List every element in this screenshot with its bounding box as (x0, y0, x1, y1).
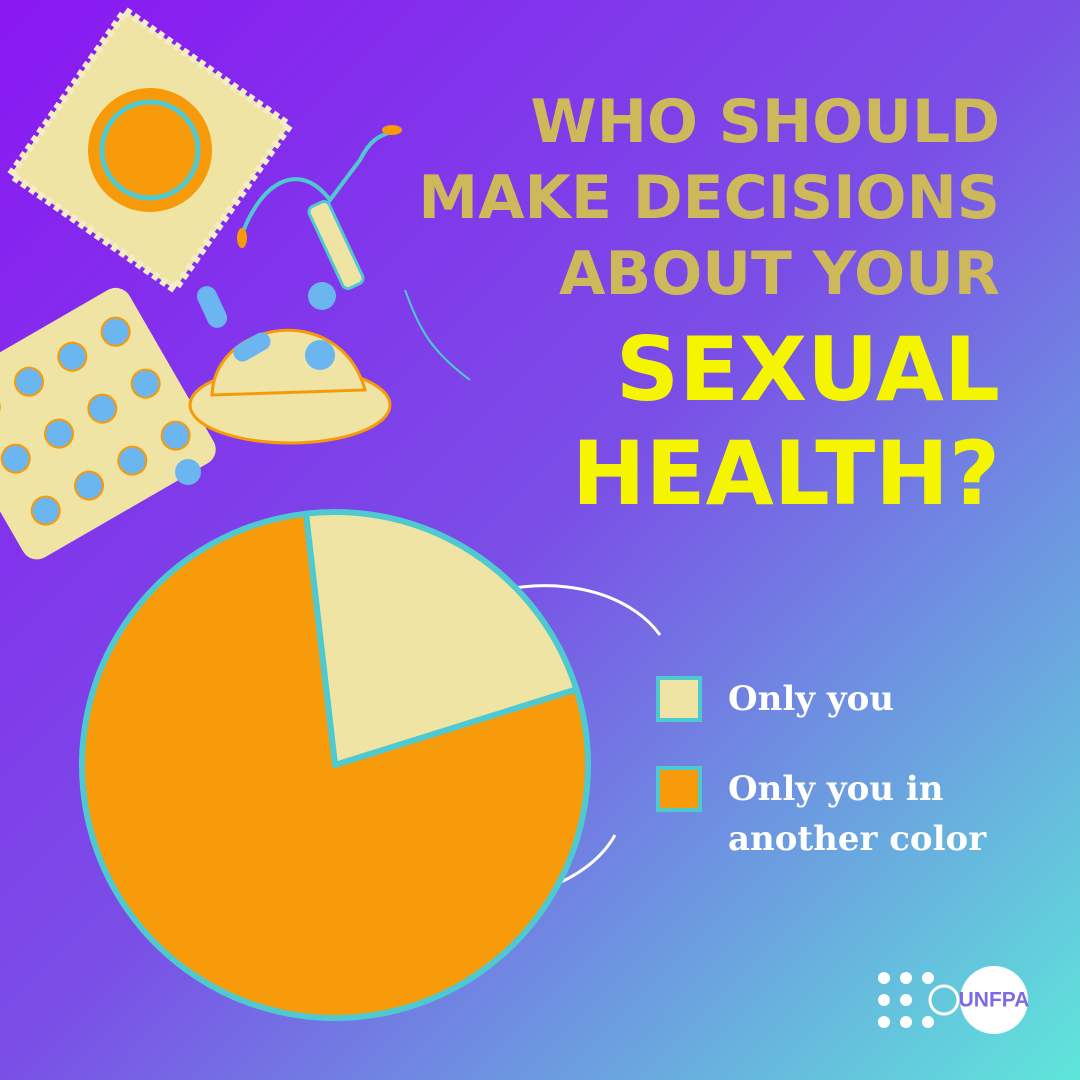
legend-label: Only you in another color (728, 769, 987, 859)
logo: UNFPA (878, 966, 1029, 1034)
legend-swatch (656, 766, 702, 812)
title-line: MAKE DECISIONS (418, 163, 1000, 233)
title-line: WHO SHOULD (531, 87, 1000, 157)
title-highlight: HEALTH? (572, 422, 1000, 525)
pie-slice (302, 509, 580, 768)
legend-swatch (656, 676, 702, 722)
legend-label: Only you (728, 679, 894, 719)
logo-text: UNFPA (959, 989, 1030, 1012)
title-line: ABOUT YOUR (559, 239, 1000, 309)
title-highlight: SEXUAL (616, 318, 1000, 421)
illustrations (0, 5, 471, 560)
pie-slice (79, 510, 591, 1021)
